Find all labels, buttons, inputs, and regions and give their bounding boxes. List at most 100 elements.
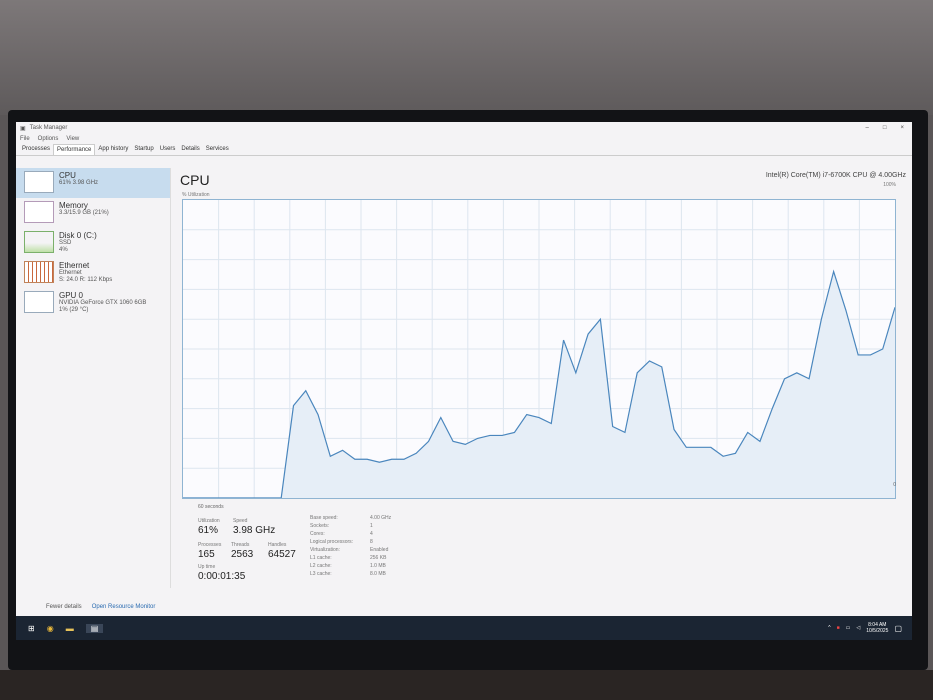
sidebar-item-detail: S: 24.0 R: 112 Kbps [59, 277, 113, 283]
volume-icon[interactable]: ◁ [856, 625, 861, 631]
stat-value: 64527 [268, 549, 296, 560]
task-manager-window: ▣ Task Manager – □ × File Options View P… [16, 122, 912, 640]
stat-value: 2563 [231, 549, 254, 560]
stat-label: Up time [198, 564, 216, 570]
resource-sidebar: CPU 61% 3.98 GHz Memory 3.3/15.9 GB (21%) … [16, 168, 171, 588]
tab-services[interactable]: Services [205, 146, 229, 152]
cpu-utilization-graph [182, 199, 896, 499]
task-manager-taskbar-icon[interactable]: ▤ [85, 623, 104, 633]
y-axis-label: % Utilization [182, 192, 210, 198]
tab-details[interactable]: Details [181, 146, 200, 152]
spec-label: Virtualization: [310, 547, 340, 553]
menu-options[interactable]: Options [37, 136, 59, 142]
spec-label: L2 cache: [310, 563, 332, 569]
disk-thumbnail-graph [24, 231, 54, 253]
stat-value: 165 [198, 549, 215, 560]
cpu-area-fill [183, 271, 895, 498]
antivirus-icon[interactable]: ■ [836, 625, 840, 631]
menu-bar: File Options View [16, 134, 912, 144]
sidebar-item-memory[interactable]: Memory 3.3/15.9 GB (21%) [16, 198, 170, 228]
stat-label: Utilization [198, 518, 220, 524]
stat-speed: Speed 3.98 GHz [233, 518, 275, 536]
clock[interactable]: 8:04 AM 10/5/2025 [866, 622, 888, 634]
windows-start-icon[interactable]: ⊞ [28, 623, 35, 633]
sidebar-item-ethernet[interactable]: Ethernet Ethernet S: 24.0 R: 112 Kbps [16, 258, 170, 288]
spec-label: L3 cache: [310, 571, 332, 577]
sidebar-item-disk[interactable]: Disk 0 (C:) SSD 4% [16, 228, 170, 258]
stat-label: Handles [268, 542, 287, 548]
spec-labels: Base speed: Sockets: Cores: Logical process… [310, 514, 353, 578]
tab-bar: Processes Performance App history Startu… [16, 144, 912, 156]
close-button[interactable]: × [900, 125, 904, 131]
wall-background [0, 0, 933, 115]
sidebar-item-detail: 1% (29 °C) [59, 307, 89, 313]
title-bar: ▣ Task Manager – □ × [16, 122, 912, 134]
network-icon[interactable]: ▭ [845, 625, 851, 631]
sidebar-item-detail: Ethernet [59, 270, 82, 276]
clock-time: 8:04 AM [868, 622, 887, 628]
y-axis-max: 100% [883, 182, 896, 188]
taskbar: ⊞ ◉ ▬ ▤ ^ ■ ▭ ◁ 8:04 AM 10/5/2025 ▢ [16, 616, 912, 640]
system-tray: ^ ■ ▭ ◁ 8:04 AM 10/5/2025 ▢ [828, 622, 912, 634]
spec-values: 4.00 GHz 1 4 8 Enabled 256 KB 1.0 MB 8.0 MB [370, 514, 391, 578]
x-axis-label: 60 seconds [198, 504, 224, 510]
spec-value: 1 [370, 523, 373, 529]
chevron-up-icon[interactable]: ^ [828, 625, 831, 631]
sidebar-item-detail: SSD [59, 240, 72, 246]
stat-value: 3.98 GHz [233, 525, 276, 536]
file-explorer-icon[interactable]: ▬ [65, 623, 74, 633]
sidebar-item-gpu[interactable]: GPU 0 NVIDIA GeForce GTX 1060 6GB 1% (29 °… [16, 288, 170, 318]
desk [0, 670, 933, 700]
menu-file[interactable]: File [20, 136, 30, 142]
spec-value: Enabled [370, 547, 389, 553]
maximize-button[interactable]: □ [882, 125, 887, 131]
spec-label: L1 cache: [310, 555, 332, 561]
notifications-icon[interactable]: ▢ [894, 623, 902, 633]
app-icon: ▣ [20, 125, 26, 132]
sidebar-item-detail: 3.3/15.9 GB (21%) [59, 210, 109, 216]
stat-value: 61% [198, 525, 219, 536]
stat-label: Processes [198, 542, 222, 548]
minimize-button[interactable]: – [865, 125, 869, 131]
fewer-details-link[interactable]: Fewer details [46, 604, 82, 610]
spec-value: 256 KB [370, 555, 387, 561]
sidebar-item-name: GPU 0 [59, 291, 84, 300]
open-resource-monitor-link[interactable]: Open Resource Monitor [91, 604, 156, 610]
stat-threads: Threads 2563 [231, 542, 253, 560]
spec-value: 8 [370, 539, 373, 545]
tab-processes[interactable]: Processes [22, 146, 51, 152]
window-title: Task Manager [29, 125, 68, 131]
sidebar-item-cpu[interactable]: CPU 61% 3.98 GHz [16, 168, 170, 198]
stat-uptime: Up time 0:00:01:35 [198, 564, 245, 582]
gpu-thumbnail-graph [24, 291, 54, 313]
spec-value: 4 [370, 531, 373, 537]
sidebar-item-detail: 61% 3.98 GHz [59, 180, 99, 186]
menu-view[interactable]: View [66, 136, 80, 142]
spec-value: 4.00 GHz [370, 515, 392, 521]
tab-startup[interactable]: Startup [134, 146, 154, 152]
sidebar-item-name: Disk 0 (C:) [59, 231, 97, 240]
cpu-model: Intel(R) Core(TM) i7-6700K CPU @ 4.00GHz [765, 172, 906, 179]
spec-label: Sockets: [310, 523, 330, 529]
cpu-stats: Utilization 61% Speed 3.98 GHz Processes 16… [198, 514, 458, 584]
spec-label: Logical processors: [310, 539, 354, 545]
tab-users[interactable]: Users [159, 146, 176, 152]
tab-performance[interactable]: Performance [53, 144, 96, 155]
spec-value: 1.0 MB [370, 563, 386, 569]
spec-value: 8.0 MB [370, 571, 386, 577]
cpu-thumbnail-graph [24, 171, 54, 193]
sidebar-item-detail: 4% [59, 247, 68, 253]
stat-utilization: Utilization 61% [198, 518, 220, 536]
page-title: CPU [180, 172, 210, 188]
sidebar-item-name: Memory [59, 201, 88, 210]
memory-thumbnail-graph [24, 201, 54, 223]
spec-label: Cores: [310, 531, 325, 537]
stat-handles: Handles 64527 [268, 542, 296, 560]
stat-value: 0:00:01:35 [198, 571, 246, 582]
stat-label: Threads [231, 542, 250, 548]
tab-app-history[interactable]: App history [98, 146, 129, 152]
chrome-icon[interactable]: ◉ [46, 623, 54, 633]
ethernet-thumbnail-graph [24, 261, 54, 283]
x-axis-zero: 0 [893, 482, 896, 488]
stat-processes: Processes 165 [198, 542, 221, 560]
